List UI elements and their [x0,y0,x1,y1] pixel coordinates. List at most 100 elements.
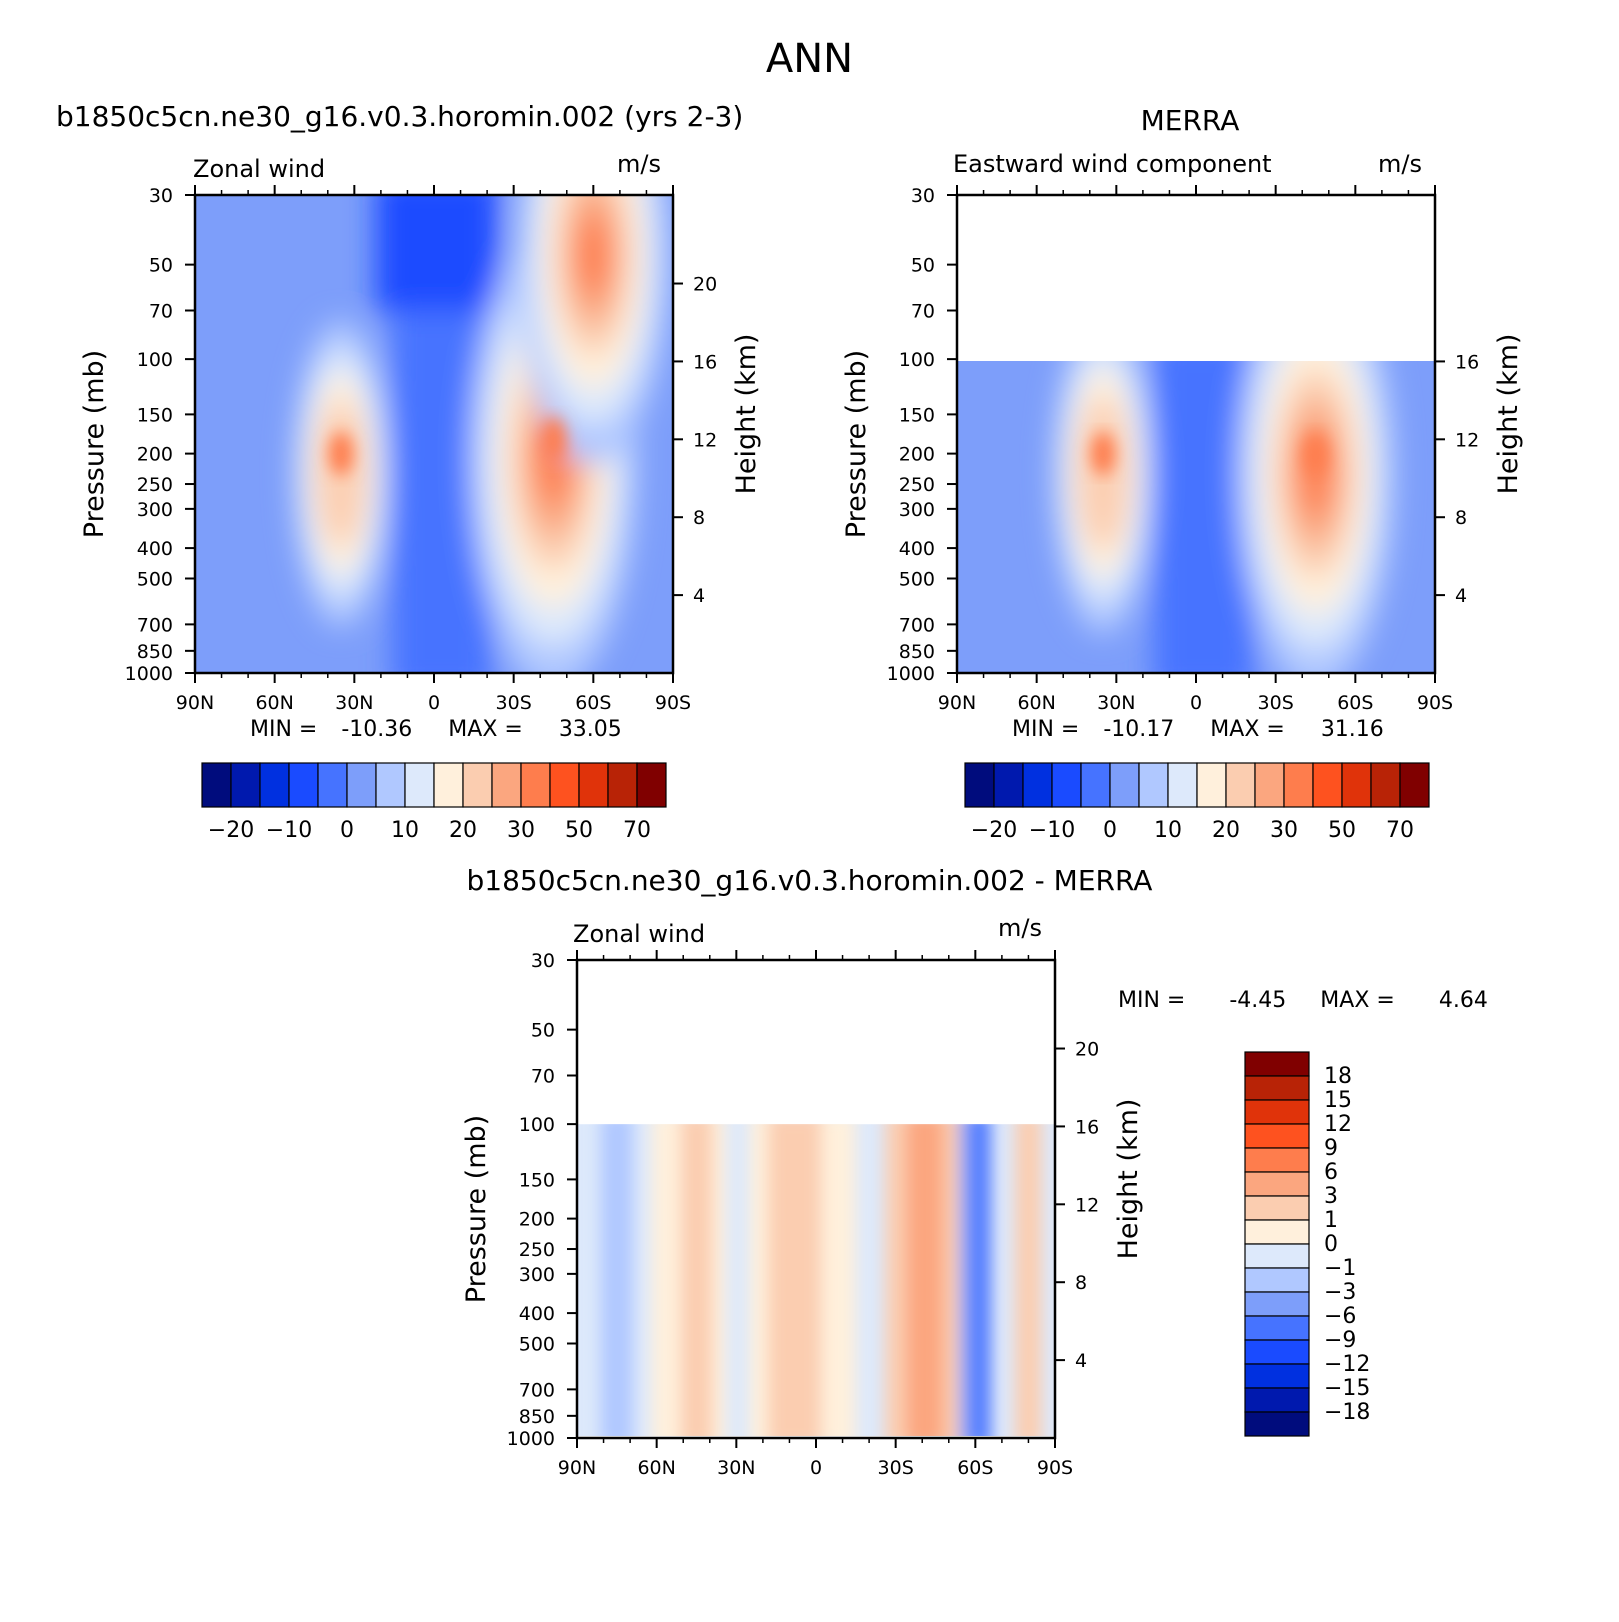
diff-colorbar-box-13 [1244,1363,1310,1389]
diff-colorbar-box-15 [1244,1411,1310,1437]
diff-htick-label-8: 8 [1075,1272,1087,1294]
obs-colorbar-box-3 [1051,762,1082,808]
model-ytick-label-150: 150 [137,404,173,426]
diff-y2label: Height (km) [1113,1099,1144,1260]
diff-ytick-label-1000: 1000 [507,1428,555,1450]
model-ytick-label-250: 250 [137,474,173,496]
model-colorbar-box-0 [201,762,232,808]
model-jet-2-level-5 [577,215,609,295]
diff-htick-label-16: 16 [1075,1116,1099,1138]
obs-missing-mask [957,195,1435,360]
diff-ytick-label-500: 500 [519,1334,555,1356]
diff-ytick-label-50: 50 [531,1020,555,1042]
diff-colorbar-box-14 [1244,1387,1310,1413]
obs-colorbar-label-4: 20 [1212,818,1240,843]
obs-xtick-label-1: 60N [1017,692,1055,714]
model-min-max: MIN = -10.36 MAX = 33.05 [250,717,622,742]
obs-ytick-label-400: 400 [899,538,935,560]
model-ytick-label-300: 300 [137,499,173,521]
diff-ytick-label-70: 70 [531,1066,555,1088]
model-colorbar-box-9 [462,762,493,808]
obs-ytick-label-70: 70 [911,301,935,323]
model-jet-core-1 [541,417,566,462]
diff-max-value: 4.64 [1438,988,1488,1013]
obs-jet-core-0 [1091,431,1116,476]
diff-colorbar-box-1 [1244,1075,1310,1101]
diff-colorbar-box-0 [1244,1051,1310,1077]
model-panel-title: b1850c5cn.ne30_g16.v0.3.horomin.002 (yrs… [56,100,744,133]
obs-colorbar-box-1 [993,762,1024,808]
model-xtick-label-0: 90N [176,692,214,714]
obs-max-value: 31.16 [1320,717,1384,742]
obs-xtick-label-4: 30S [1258,692,1294,714]
model-htick-label-20: 20 [693,274,717,296]
obs-ytick-label-250: 250 [899,474,935,496]
diff-xtick-label-6: 90S [1037,1457,1073,1479]
model-colorbar-box-14 [607,762,638,808]
model-colorbar-box-11 [520,762,551,808]
model-max-label: MAX = [448,717,523,742]
obs-panel-title: MERRA [1140,104,1240,137]
model-colorbar-box-15 [636,762,667,808]
obs-ytick-label-700: 700 [899,614,935,636]
diff-stripe-3 [768,1124,822,1436]
model-colorbar-box-5 [346,762,377,808]
model-field-cores [329,417,566,476]
obs-field-cores [1091,431,1328,476]
diff-ylabel: Pressure (mb) [461,1115,492,1303]
obs-colorbar-box-11 [1283,762,1314,808]
obs-xtick-label-5: 60S [1337,692,1373,714]
obs-xtick-label-3: 0 [1190,692,1202,714]
model-y2label: Height (km) [731,334,762,495]
obs-ytick-label-100: 100 [899,349,935,371]
diff-stripe-8 [1015,1124,1042,1436]
obs-colorbar-box-4 [1080,762,1111,808]
diff-colorbar-box-12 [1244,1339,1310,1365]
obs-variable-label: Eastward wind component [953,150,1272,178]
diff-colorbar-label-7: 0 [1324,1232,1338,1257]
model-ytick-label-850: 850 [137,641,173,663]
diff-colorbar-label-14: −18 [1324,1400,1370,1425]
model-colorbar-box-12 [549,762,580,808]
diff-axes: 305070100150200250300400500700850100090N… [461,950,1144,1479]
model-xtick-label-3: 0 [428,692,440,714]
model-ytick-label-70: 70 [149,301,173,323]
obs-colorbar-box-13 [1341,762,1372,808]
diff-colorbar-box-10 [1244,1291,1310,1317]
obs-htick-label-12: 12 [1455,429,1479,451]
diff-field [577,1124,1055,1436]
obs-colorbar: −20 −10 0 10 20 30 50 70 [964,762,1430,843]
obs-ytick-label-850: 850 [899,641,935,663]
diff-stripe-5 [906,1124,944,1436]
model-field [195,195,673,673]
model-min-label: MIN = [250,717,318,742]
obs-htick-label-8: 8 [1455,507,1467,529]
diff-colorbar-label-5: 3 [1324,1184,1338,1209]
obs-xtick-label-0: 90N [938,692,976,714]
obs-htick-label-4: 4 [1455,585,1467,607]
obs-colorbar-label-1: −10 [1029,818,1075,843]
model-axes: 305070100150200250300400500700850100090N… [79,185,762,714]
diff-variable-label: Zonal wind [573,920,706,948]
obs-colorbar-label-3: 10 [1154,818,1182,843]
model-xtick-label-4: 30S [496,692,532,714]
obs-colorbar-box-14 [1370,762,1401,808]
diff-xtick-label-5: 60S [957,1457,993,1479]
model-colorbar-label-0: −20 [208,818,254,843]
diff-ytick-label-30: 30 [531,950,555,972]
diff-min-value: -4.45 [1229,988,1287,1013]
obs-ylabel: Pressure (mb) [841,350,872,538]
diff-htick-label-12: 12 [1075,1194,1099,1216]
model-colorbar-box-2 [259,762,290,808]
model-min-value: -10.36 [341,717,413,742]
diff-colorbar-box-6 [1244,1195,1310,1221]
diff-colorbar-label-3: 9 [1324,1136,1338,1161]
model-units-label: m/s [617,150,661,178]
diff-field-blobs [600,1124,1042,1436]
diff-colorbar-label-1: 15 [1324,1088,1352,1113]
model-variable-label: Zonal wind [193,155,326,183]
obs-field [957,361,1435,673]
obs-xtick-label-2: 30N [1097,692,1135,714]
diff-colorbar-label-11: −9 [1324,1328,1356,1353]
